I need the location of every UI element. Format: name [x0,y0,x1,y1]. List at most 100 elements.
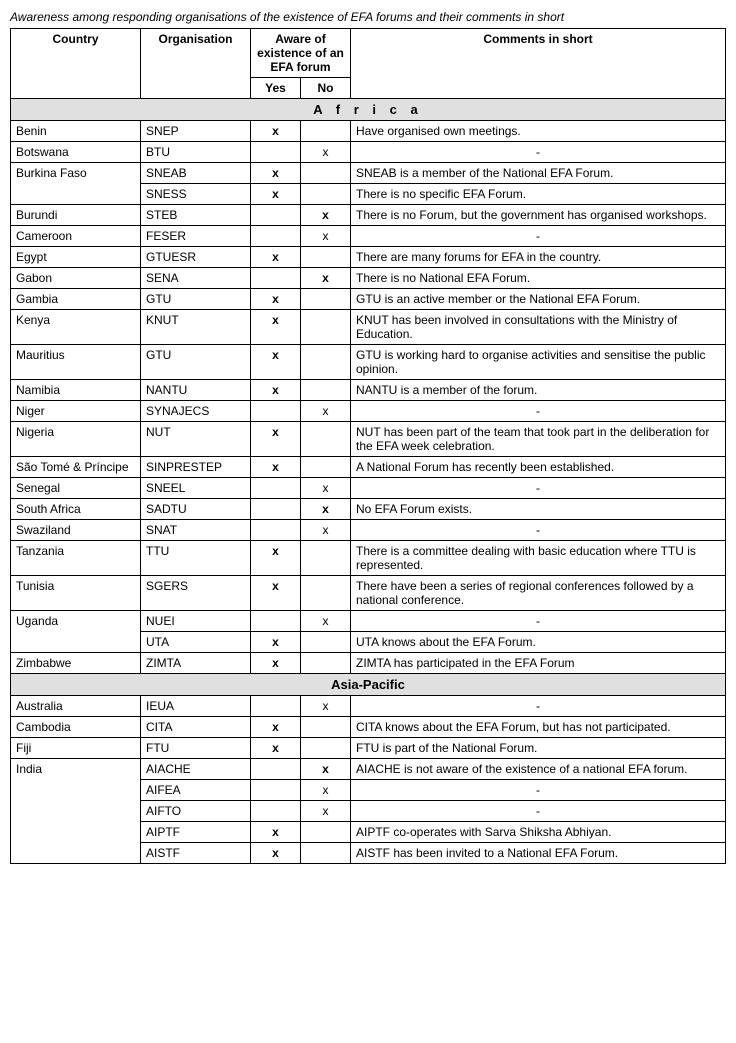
table-row: ZimbabweZIMTAxZIMTA has participated in … [11,653,726,674]
organisation-cell: GTU [141,289,251,310]
yes-cell [251,401,301,422]
no-cell: x [301,478,351,499]
table-row: MauritiusGTUxGTU is working hard to orga… [11,345,726,380]
comment-cell: - [351,226,726,247]
yes-cell [251,499,301,520]
no-cell: x [301,696,351,717]
organisation-cell: SNEEL [141,478,251,499]
country-cell: Tunisia [11,576,141,611]
no-cell: x [301,268,351,289]
no-cell [301,247,351,268]
organisation-cell: BTU [141,142,251,163]
organisation-cell: KNUT [141,310,251,345]
organisation-cell: SNEAB [141,163,251,184]
organisation-cell: SADTU [141,499,251,520]
yes-cell [251,226,301,247]
no-cell: x [301,205,351,226]
table-row: CambodiaCITAxCITA knows about the EFA Fo… [11,717,726,738]
no-cell: x [301,801,351,822]
country-cell: Swaziland [11,520,141,541]
yes-cell: x [251,843,301,864]
yes-cell [251,696,301,717]
organisation-cell: TTU [141,541,251,576]
organisation-cell: SNESS [141,184,251,205]
organisation-cell: GTUESR [141,247,251,268]
comment-cell: CITA knows about the EFA Forum, but has … [351,717,726,738]
no-cell [301,422,351,457]
organisation-cell: STEB [141,205,251,226]
country-cell: Australia [11,696,141,717]
yes-cell [251,520,301,541]
no-cell [301,184,351,205]
yes-cell [251,780,301,801]
table-row: FijiFTUxFTU is part of the National Foru… [11,738,726,759]
table-row: TunisiaSGERSxThere have been a series of… [11,576,726,611]
no-cell [301,738,351,759]
comment-cell: - [351,780,726,801]
country-cell: Cameroon [11,226,141,247]
no-cell [301,653,351,674]
no-cell: x [301,401,351,422]
yes-cell [251,759,301,780]
yes-cell: x [251,717,301,738]
table-row: TanzaniaTTUxThere is a committee dealing… [11,541,726,576]
no-cell [301,717,351,738]
table-header: Country Organisation Aware of existence … [11,29,726,99]
table-row: UgandaNUEIx- [11,611,726,632]
country-cell: Mauritius [11,345,141,380]
country-cell: Fiji [11,738,141,759]
region-header: A f r i c a [11,99,726,121]
table-row: GabonSENAxThere is no National EFA Forum… [11,268,726,289]
organisation-cell: AISTF [141,843,251,864]
yes-cell: x [251,163,301,184]
no-cell: x [301,780,351,801]
yes-cell: x [251,576,301,611]
country-cell: Namibia [11,380,141,401]
country-cell: Nigeria [11,422,141,457]
yes-cell: x [251,738,301,759]
organisation-cell: AIPTF [141,822,251,843]
comment-cell: Have organised own meetings. [351,121,726,142]
efa-table: Country Organisation Aware of existence … [10,28,726,864]
comment-cell: GTU is an active member or the National … [351,289,726,310]
table-row: São Tomé & PríncipeSINPRESTEPxA National… [11,457,726,478]
organisation-cell: AIFTO [141,801,251,822]
no-cell: x [301,226,351,247]
country-cell: Uganda [11,611,141,653]
country-cell: India [11,759,141,864]
organisation-cell: UTA [141,632,251,653]
yes-cell: x [251,822,301,843]
organisation-cell: SNEP [141,121,251,142]
no-cell [301,576,351,611]
table-row: IndiaAIACHExAIACHE is not aware of the e… [11,759,726,780]
table-body: A f r i c aBeninSNEPxHave organised own … [11,99,726,864]
comment-cell: FTU is part of the National Forum. [351,738,726,759]
comment-cell: GTU is working hard to organise activiti… [351,345,726,380]
no-cell [301,541,351,576]
no-cell: x [301,520,351,541]
comment-cell: NUT has been part of the team that took … [351,422,726,457]
country-cell: Botswana [11,142,141,163]
header-no: No [301,78,351,99]
country-cell: Egypt [11,247,141,268]
comment-cell: - [351,520,726,541]
yes-cell: x [251,380,301,401]
organisation-cell: SYNAJECS [141,401,251,422]
comment-cell: A National Forum has recently been estab… [351,457,726,478]
no-cell [301,121,351,142]
yes-cell [251,142,301,163]
comment-cell: - [351,611,726,632]
yes-cell: x [251,184,301,205]
comment-cell: - [351,478,726,499]
country-cell: Niger [11,401,141,422]
table-row: NigeriaNUTxNUT has been part of the team… [11,422,726,457]
comment-cell: - [351,696,726,717]
table-row: South AfricaSADTUxNo EFA Forum exists. [11,499,726,520]
yes-cell [251,205,301,226]
yes-cell: x [251,289,301,310]
table-row: NamibiaNANTUxNANTU is a member of the fo… [11,380,726,401]
no-cell [301,843,351,864]
yes-cell [251,801,301,822]
table-row: BurundiSTEBxThere is no Forum, but the g… [11,205,726,226]
table-row: KenyaKNUTxKNUT has been involved in cons… [11,310,726,345]
